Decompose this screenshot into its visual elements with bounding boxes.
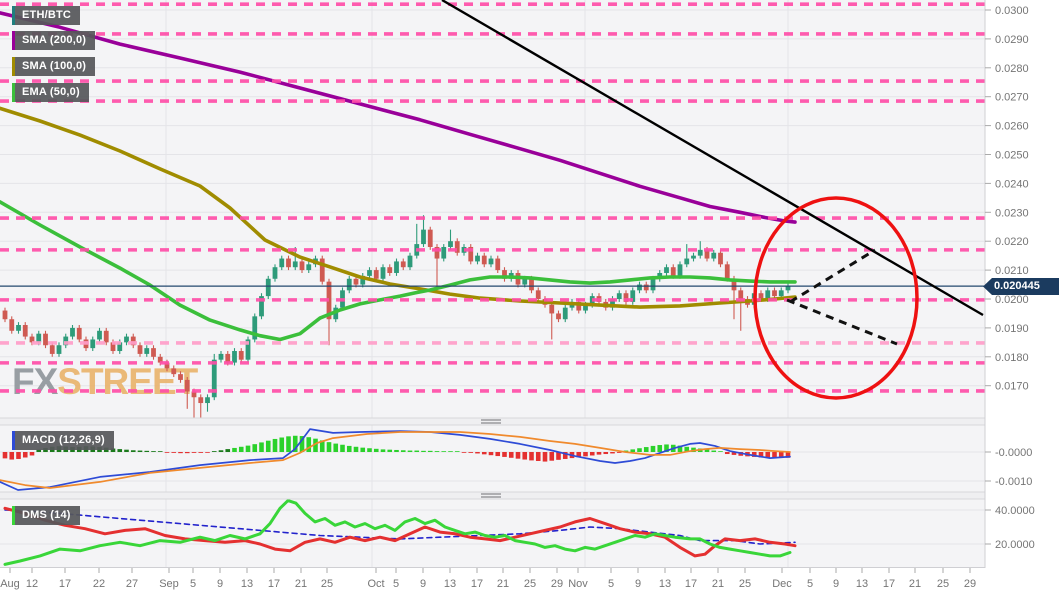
svg-text:25: 25 — [937, 578, 949, 590]
descending-trendline[interactable] — [441, 0, 984, 317]
svg-text:0.0290: 0.0290 — [995, 34, 1029, 46]
svg-text:21: 21 — [497, 578, 509, 590]
svg-text:0.0220: 0.0220 — [995, 236, 1029, 248]
svg-text:9: 9 — [635, 578, 641, 590]
svg-text:0.0270: 0.0270 — [995, 92, 1029, 104]
svg-text:Aug: Aug — [0, 578, 20, 590]
legend-dms[interactable]: DMS (14) — [12, 506, 80, 525]
svg-text:13: 13 — [659, 578, 671, 590]
svg-text:0.0260: 0.0260 — [995, 121, 1029, 133]
svg-text:0.0210: 0.0210 — [995, 265, 1029, 277]
panel-separators — [0, 417, 985, 500]
svg-text:0.0250: 0.0250 — [995, 150, 1029, 162]
highlight-ellipse[interactable] — [753, 196, 919, 400]
svg-text:17: 17 — [268, 578, 280, 590]
svg-text:Sep: Sep — [159, 578, 179, 590]
drag-grip-icon[interactable] — [481, 493, 501, 498]
svg-text:13: 13 — [444, 578, 456, 590]
svg-text:0.0190: 0.0190 — [995, 323, 1029, 335]
svg-text:27: 27 — [126, 578, 138, 590]
svg-text:5: 5 — [608, 578, 614, 590]
svg-text:25: 25 — [321, 578, 333, 590]
svg-text:20.0000: 20.0000 — [995, 539, 1035, 551]
svg-text:25: 25 — [524, 578, 536, 590]
svg-text:17: 17 — [471, 578, 483, 590]
svg-text:0.0170: 0.0170 — [995, 381, 1029, 393]
svg-text:29: 29 — [551, 578, 563, 590]
drag-grip-icon[interactable] — [481, 419, 501, 424]
svg-text:9: 9 — [420, 578, 426, 590]
date-axis-labels[interactable]: Aug 12 17 22 27 Sep 5 9 13 17 21 25 Oct 5 9 13 17 21 25 29 N… — [0, 568, 976, 590]
forecast-arrows[interactable] — [786, 248, 898, 346]
svg-text:5: 5 — [190, 578, 196, 590]
svg-text:21: 21 — [295, 578, 307, 590]
svg-text:0.0300: 0.0300 — [995, 5, 1029, 17]
svg-text:Dec: Dec — [772, 578, 792, 590]
legend-macd[interactable]: MACD (12,26,9) — [12, 431, 114, 450]
legend-sma200[interactable]: SMA (200,0) — [12, 31, 96, 50]
price-axis-labels[interactable]: 0.0300 0.0290 0.0280 0.0270 0.0260 0.0250 0.02… — [985, 5, 1035, 551]
svg-text:25: 25 — [739, 578, 751, 590]
svg-text:9: 9 — [833, 578, 839, 590]
svg-text:21: 21 — [712, 578, 724, 590]
svg-text:22: 22 — [93, 578, 105, 590]
svg-text:0.0200: 0.0200 — [995, 294, 1029, 306]
fxstreet-watermark: FXSTREET — [12, 361, 199, 402]
svg-text:17: 17 — [685, 578, 697, 590]
ema50-line — [0, 200, 797, 342]
svg-text:Oct: Oct — [367, 578, 384, 590]
legend-sma100[interactable]: SMA (100,0) — [12, 57, 96, 76]
svg-text:13: 13 — [241, 578, 253, 590]
current-price-badge: 0.020445 — [983, 278, 1059, 295]
svg-text:17: 17 — [59, 578, 71, 590]
svg-text:0.0280: 0.0280 — [995, 63, 1029, 75]
svg-text:5: 5 — [807, 578, 813, 590]
dms-lines — [3, 499, 797, 566]
legend-ema50[interactable]: EMA (50,0) — [12, 83, 89, 102]
svg-text:5: 5 — [393, 578, 399, 590]
svg-text:17: 17 — [883, 578, 895, 590]
svg-text:0.0240: 0.0240 — [995, 178, 1029, 190]
sma200-line — [0, 11, 797, 224]
legend-symbol[interactable]: ETH/BTC — [12, 6, 81, 25]
svg-text:0.0230: 0.0230 — [995, 207, 1029, 219]
svg-text:-0.0000: -0.0000 — [995, 447, 1032, 459]
macd-lines — [0, 428, 791, 491]
svg-text:-0.0010: -0.0010 — [995, 476, 1032, 488]
svg-text:13: 13 — [856, 578, 868, 590]
svg-text:12: 12 — [26, 578, 38, 590]
svg-text:Nov: Nov — [568, 578, 588, 590]
svg-text:40.0000: 40.0000 — [995, 505, 1035, 517]
svg-text:29: 29 — [964, 578, 976, 590]
svg-text:21: 21 — [909, 578, 921, 590]
svg-text:0.0180: 0.0180 — [995, 352, 1029, 364]
pink-resistance-lines — [0, 2, 985, 393]
svg-text:9: 9 — [217, 578, 223, 590]
